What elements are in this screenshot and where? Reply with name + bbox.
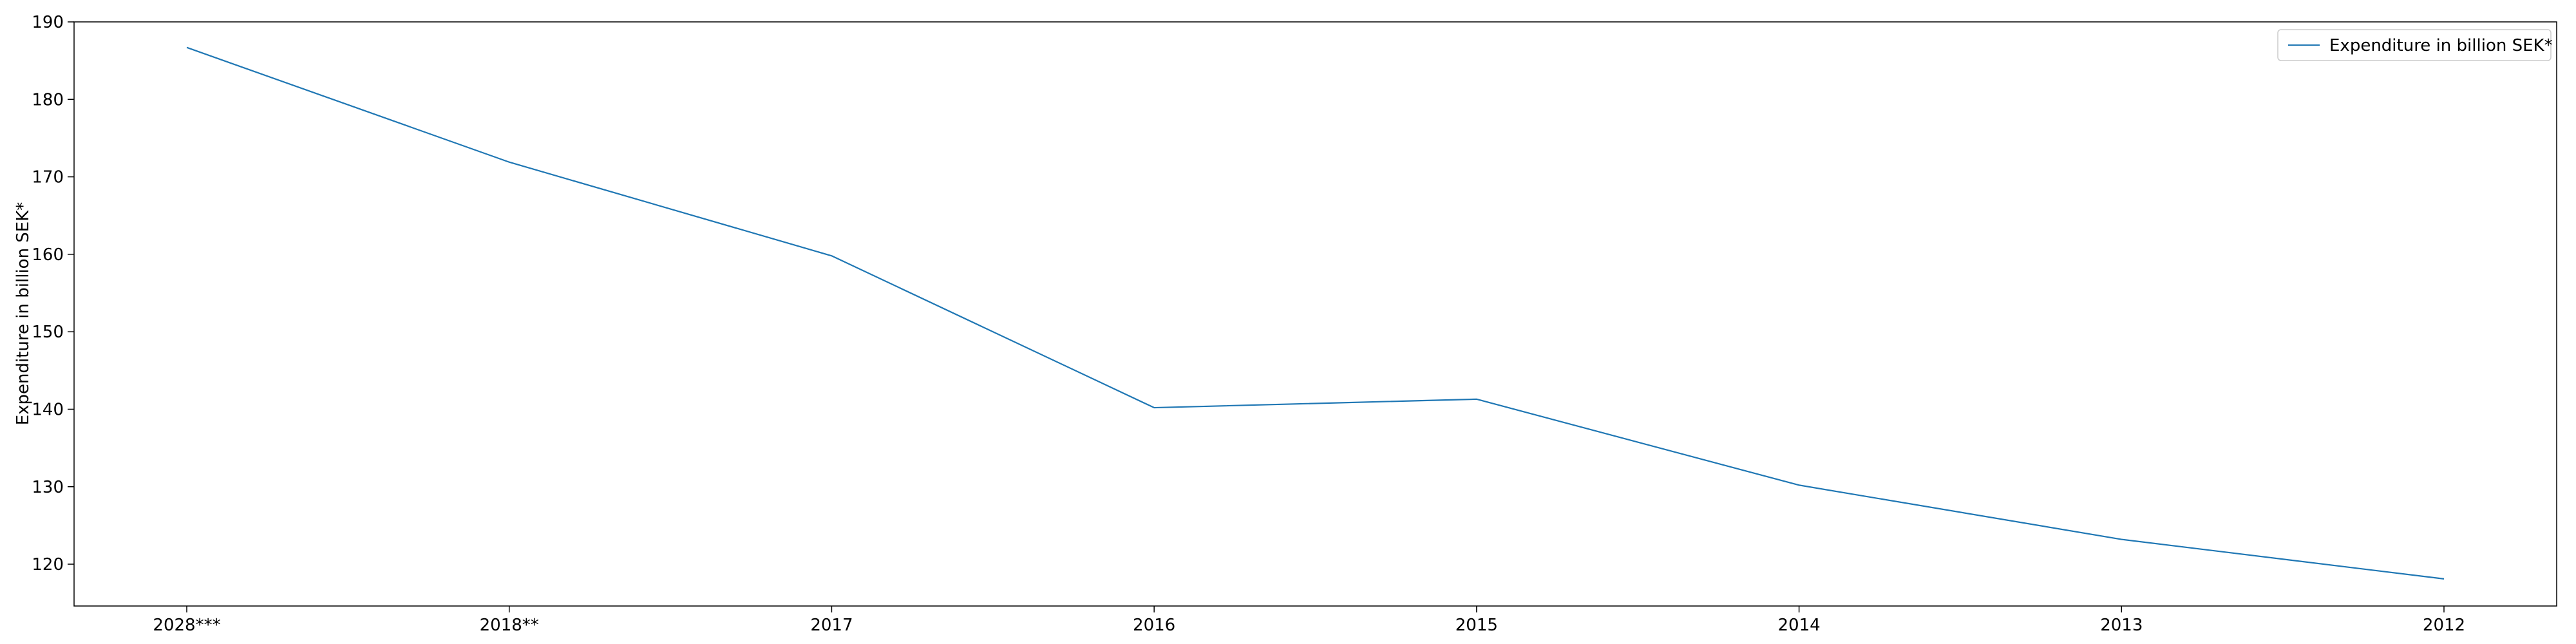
y-tick-label: 120 [32,555,64,574]
series-line-expenditure [186,46,2445,580]
legend: Expenditure in billion SEK* [2277,29,2553,61]
x-tick-label: 2028*** [153,616,220,635]
y-tick-label: 180 [32,90,64,109]
y-tick-label: 160 [32,245,64,265]
y-tick-label: 150 [32,323,64,342]
x-tick-label: 2014 [1777,616,1820,635]
legend-label-expenditure: Expenditure in billion SEK* [2329,36,2553,55]
y-tick-label: 140 [32,400,64,419]
x-axis: 2028*** 2018** 2017 2016 2015 2014 2013 2012 [153,606,2465,635]
x-tick-label: 2015 [1455,616,1498,635]
y-tick-label: 170 [32,168,64,187]
x-tick-label: 2017 [810,616,853,635]
y-axis-label: Expenditure in billion SEK* [14,202,33,426]
y-axis: 120 130 140 150 160 170 180 190 [32,13,74,574]
x-tick-label: 2018** [480,616,539,635]
x-tick-label: 2012 [2423,616,2465,635]
x-tick-label: 2016 [1133,616,1175,635]
y-tick-label: 190 [32,13,64,32]
plot-area [186,46,2445,580]
x-tick-label: 2013 [2100,616,2143,635]
y-tick-label: 130 [32,478,64,497]
plot-frame [73,21,2557,607]
legend-box [2277,29,2552,61]
